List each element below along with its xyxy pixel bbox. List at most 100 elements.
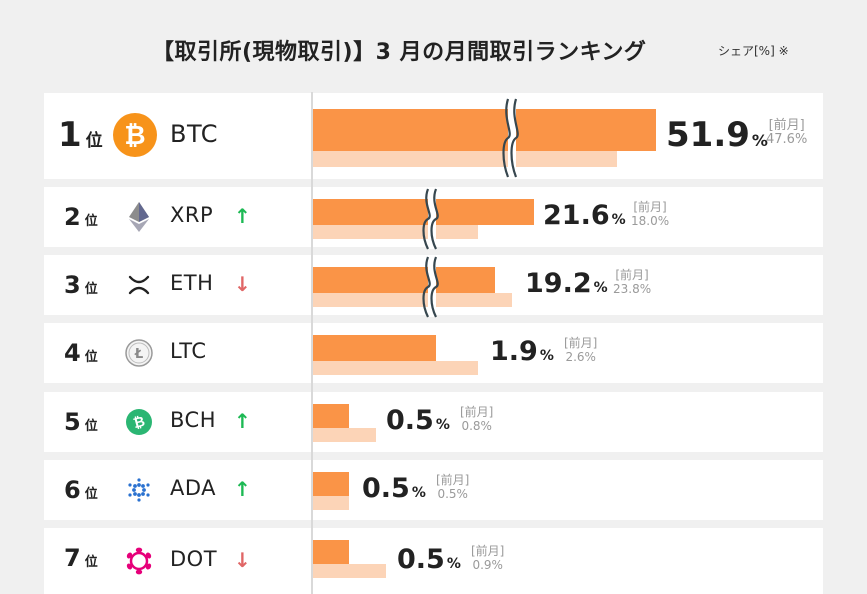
rank-unit: 位 <box>84 555 98 570</box>
chart-subtitle: シェア[%] ※ <box>718 44 789 58</box>
previous-month-value: 0.8% <box>461 419 492 433</box>
previous-month-heading: [前月] <box>768 118 805 133</box>
litecoin-icon: Ł <box>125 339 153 371</box>
ticker-label: LTC <box>170 339 207 363</box>
ticker-label: ETH <box>170 271 214 295</box>
previous-month-value: 18.0% <box>631 214 670 228</box>
previous-month-label: [前月] 0.5% <box>436 473 469 501</box>
share-value: 19.2 <box>525 268 592 300</box>
previous-month-bar <box>313 428 376 442</box>
share-value-label: 0.5% <box>386 405 450 436</box>
rank-unit: 位 <box>84 487 98 502</box>
current-month-bar <box>313 335 436 361</box>
bitcoin-icon: ₿ <box>112 112 158 162</box>
percent-sign: % <box>539 348 554 365</box>
rank-unit: 位 <box>84 419 98 434</box>
rank-number: 2 <box>64 203 81 231</box>
share-value-label: 0.5% <box>362 473 426 504</box>
rank-unit: 位 <box>84 350 98 365</box>
arrow-up-icon: ↑ <box>234 477 251 501</box>
bitcoin-cash-icon: ₿ <box>125 408 153 440</box>
previous-month-bar <box>313 361 478 375</box>
previous-month-bar <box>313 496 349 510</box>
rank-unit: 位 <box>84 214 98 229</box>
share-value: 51.9 <box>666 114 750 155</box>
arrow-up-icon: ↑ <box>234 204 251 228</box>
previous-month-heading: [前月] <box>460 405 494 419</box>
previous-month-bar <box>313 151 617 167</box>
rank-number: 5 <box>64 408 81 436</box>
polkadot-icon <box>124 546 154 580</box>
svg-text:₿: ₿ <box>124 121 145 151</box>
axis-break-mark <box>422 188 439 250</box>
ticker-label: BCH <box>170 408 216 432</box>
rank-unit: 位 <box>85 131 103 151</box>
previous-month-heading: [前月] <box>436 473 470 487</box>
previous-month-heading: [前月] <box>633 200 667 214</box>
arrow-down-icon: ↓ <box>234 272 251 296</box>
ticker-label: DOT <box>170 547 218 571</box>
share-value-label: 19.2% <box>525 268 608 299</box>
cardano-icon <box>126 477 152 507</box>
bar-axis-line <box>311 92 313 594</box>
current-month-bar <box>313 540 349 564</box>
share-value: 0.5 <box>397 544 445 576</box>
rank-number: 3 <box>64 271 81 299</box>
previous-month-bar <box>313 225 478 239</box>
previous-month-heading: [前月] <box>615 268 649 282</box>
percent-sign: % <box>751 130 768 150</box>
ranking-row: 6 位 ADA ↑ <box>44 460 823 520</box>
previous-month-value: 23.8% <box>613 282 652 296</box>
current-month-bar <box>313 472 349 496</box>
chart-title: 【取引所(現物取引)】3 月の月間取引ランキング <box>152 40 647 65</box>
previous-month-label: [前月] 23.8% <box>613 268 651 296</box>
percent-sign: % <box>435 417 450 434</box>
previous-month-bar <box>313 564 386 578</box>
ticker-label: ADA <box>170 476 217 500</box>
share-value: 0.5 <box>386 405 434 437</box>
previous-month-heading: [前月] <box>471 544 505 558</box>
previous-month-label: [前月] 0.9% <box>471 544 504 572</box>
percent-sign: % <box>446 556 461 573</box>
percent-sign: % <box>411 485 426 502</box>
current-month-bar <box>313 404 349 428</box>
previous-month-value: 2.6% <box>565 350 596 364</box>
previous-month-heading: [前月] <box>564 336 598 350</box>
current-month-bar <box>313 267 495 293</box>
previous-month-label: [前月] 18.0% <box>631 200 669 228</box>
previous-month-bar <box>313 293 512 307</box>
previous-month-value: 0.5% <box>437 487 468 501</box>
rank-number: 1 <box>58 115 82 155</box>
previous-month-label: [前月] 0.8% <box>460 405 493 433</box>
previous-month-label: [前月] 2.6% <box>564 336 597 364</box>
arrow-down-icon: ↓ <box>234 548 251 572</box>
rank-unit: 位 <box>84 282 98 297</box>
previous-month-value: 0.9% <box>472 558 503 572</box>
share-value: 1.9 <box>490 336 538 368</box>
rank-number: 6 <box>64 476 81 504</box>
ranking-row: 5 位 ₿ BCH ↑ <box>44 392 823 452</box>
share-value-label: 1.9% <box>490 336 554 367</box>
percent-sign: % <box>593 280 608 297</box>
arrow-up-icon: ↑ <box>234 409 251 433</box>
current-month-bar <box>313 109 656 151</box>
ticker-label: XRP <box>170 203 214 227</box>
rank-number: 7 <box>64 544 81 572</box>
current-month-bar <box>313 199 534 225</box>
previous-month-value: 47.6% <box>766 132 808 147</box>
axis-break-mark <box>422 256 439 318</box>
share-value-label: 0.5% <box>397 544 461 575</box>
svg-text:Ł: Ł <box>134 347 143 362</box>
ethereum-icon <box>129 202 149 236</box>
share-value: 0.5 <box>362 473 410 505</box>
xrp-icon <box>128 275 150 299</box>
share-value-label: 21.6% <box>543 200 626 231</box>
share-value: 21.6 <box>543 200 610 232</box>
ranking-row: 7 位 DOT ↓ <box>44 528 823 594</box>
rank-number: 4 <box>64 339 81 367</box>
